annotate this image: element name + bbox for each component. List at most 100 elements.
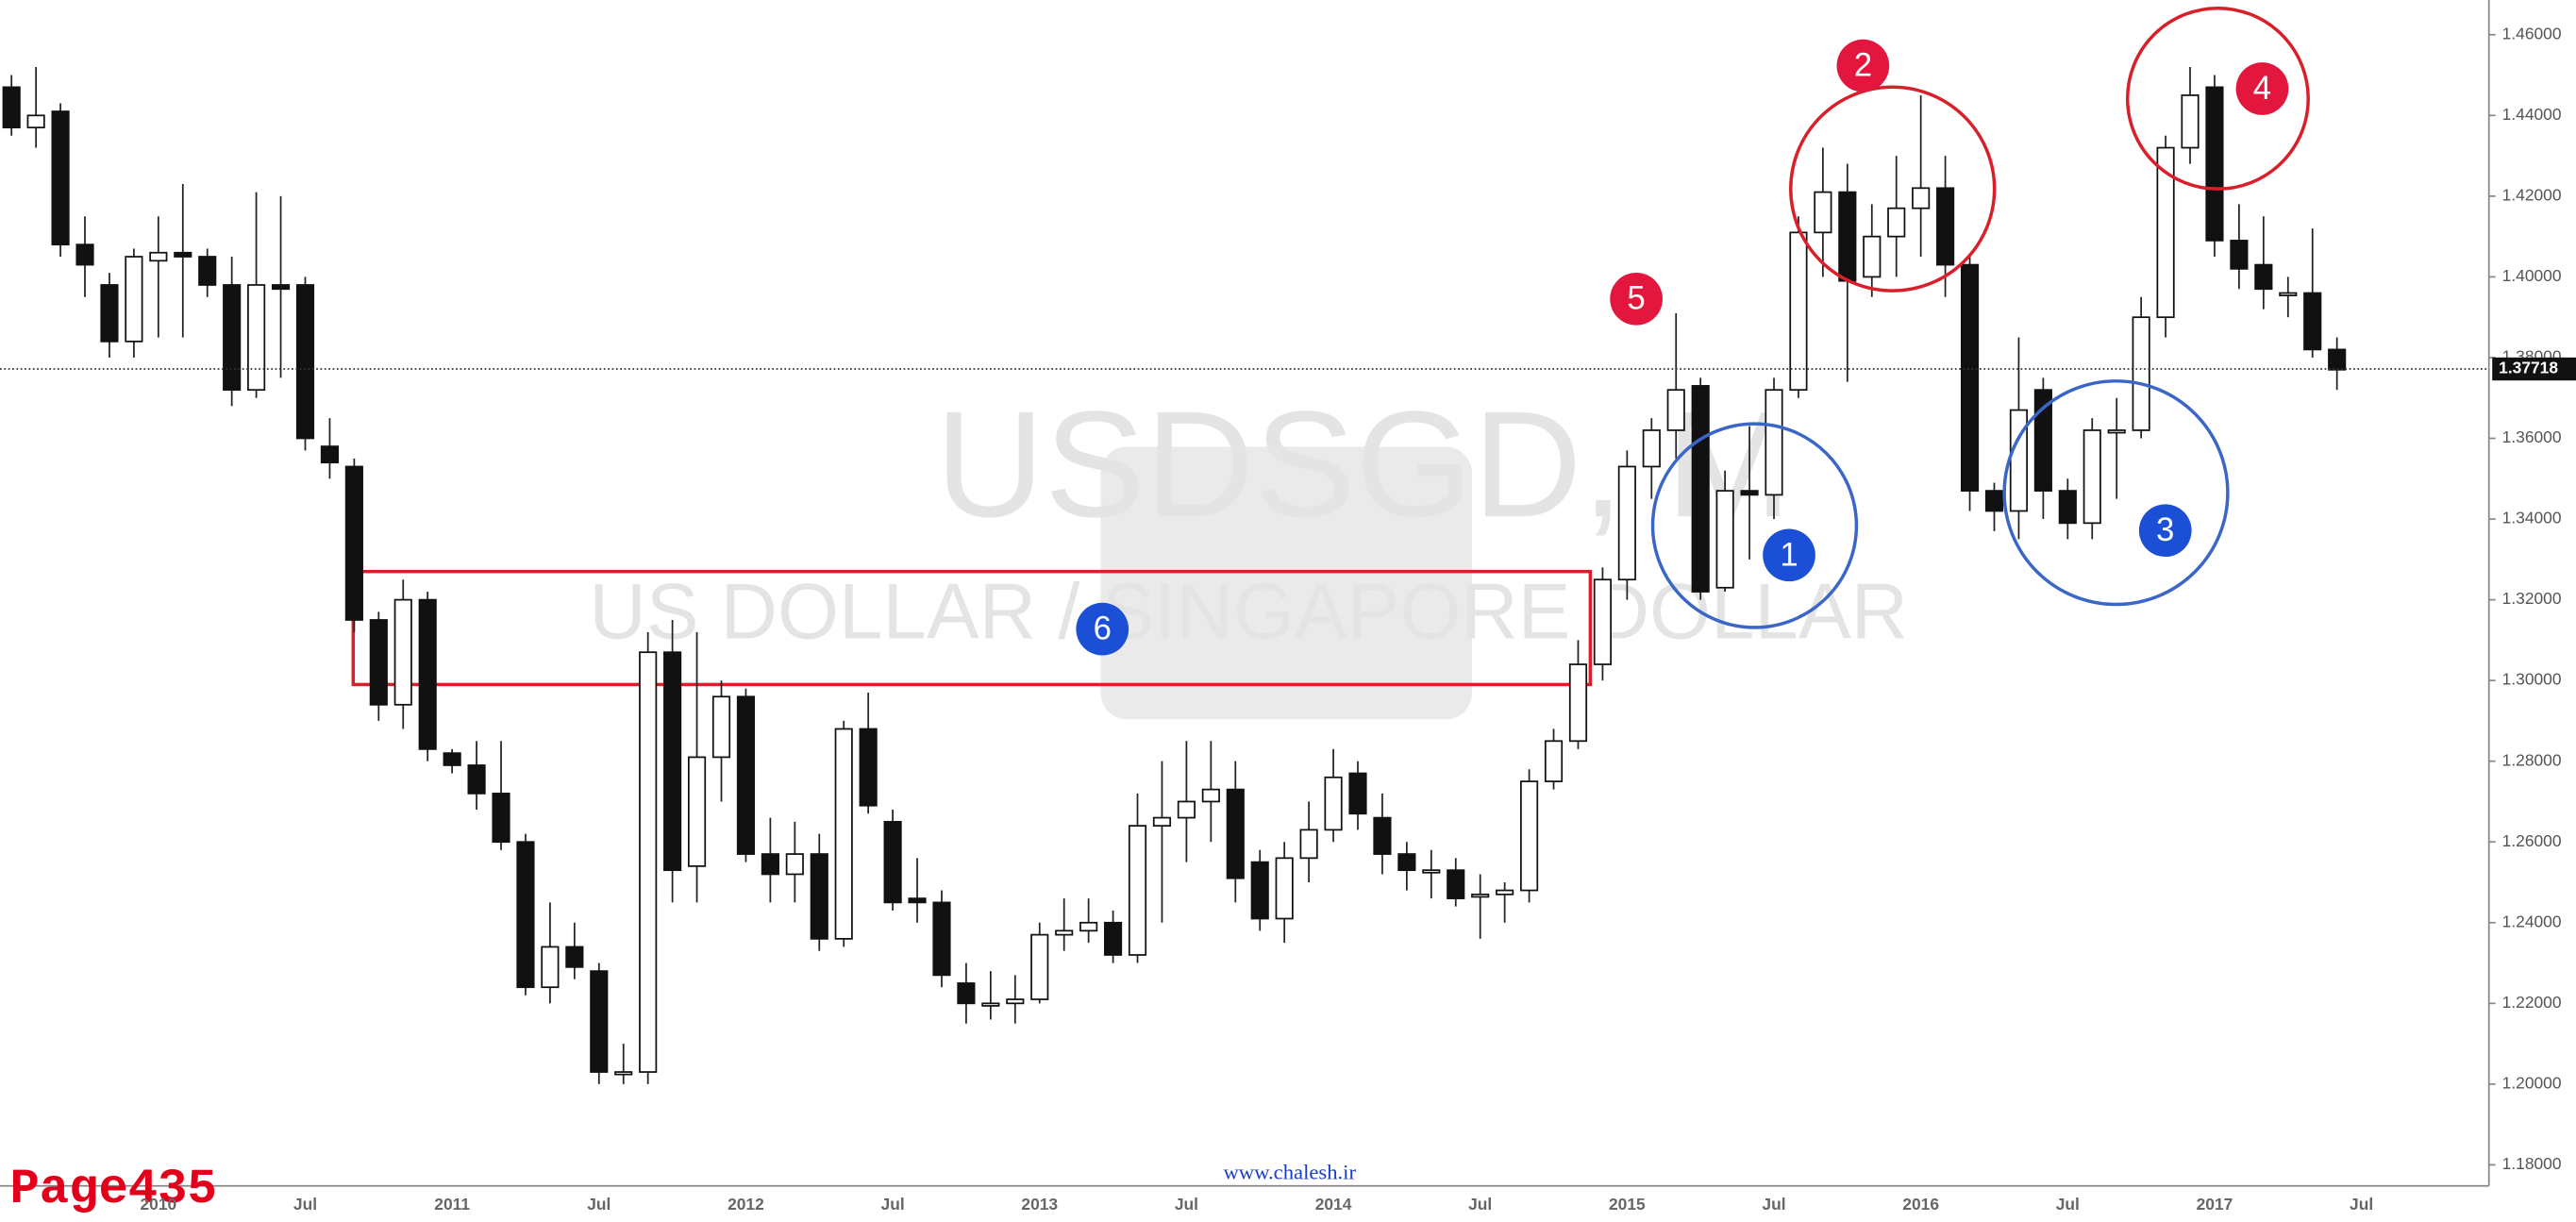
- candle-body: [149, 251, 168, 262]
- candle-body: [1666, 389, 1685, 431]
- x-tick-label: Jul: [1762, 1195, 1785, 1214]
- candle-body: [1863, 235, 1882, 278]
- y-tick-label: 1.34000: [2502, 509, 2562, 527]
- candle-body: [785, 853, 804, 876]
- candle-body: [1740, 490, 1759, 496]
- candle-body: [2279, 292, 2298, 297]
- candle-body: [1201, 788, 1220, 803]
- x-tick-label: 2017: [2197, 1195, 2233, 1214]
- candle-body: [393, 598, 412, 706]
- y-tick-label: 1.46000: [2502, 24, 2562, 42]
- candle-body: [834, 728, 853, 940]
- x-tick-label: Jul: [2056, 1195, 2080, 1214]
- candle-body: [75, 243, 94, 266]
- candle-body: [1226, 788, 1245, 879]
- watermark-title: USDSGD, M: [935, 379, 1792, 548]
- candle-body: [2254, 263, 2273, 291]
- annotation-marker: [2235, 62, 2289, 115]
- x-tick-label: 2014: [1315, 1195, 1352, 1214]
- x-tick-label: Jul: [2350, 1195, 2373, 1214]
- y-tick-label: 1.28000: [2502, 750, 2562, 769]
- annotation-ring: [2002, 379, 2230, 607]
- candle-body: [1447, 869, 1465, 899]
- candle-body: [1104, 921, 1123, 956]
- zone: [351, 569, 1593, 687]
- candle-body: [492, 793, 510, 844]
- candle-body: [1128, 825, 1147, 956]
- candle-body: [223, 284, 242, 392]
- last-price-box: [2492, 357, 2576, 381]
- candle-body: [1593, 578, 1612, 665]
- candle-body: [981, 1002, 1000, 1007]
- annotation-label: 4: [2253, 70, 2271, 107]
- candle-body: [1520, 780, 1539, 892]
- candle-body: [1912, 187, 1931, 209]
- y-tick-label: 1.42000: [2502, 185, 2562, 204]
- annotation-marker: [1836, 39, 1890, 92]
- x-tick-label: Jul: [1175, 1195, 1198, 1214]
- y-tick-label: 1.18000: [2502, 1154, 2562, 1173]
- candle-body: [100, 284, 119, 343]
- candle-body: [590, 970, 609, 1073]
- candle-body: [639, 651, 658, 1073]
- candle-body: [1544, 740, 1564, 782]
- annotation-marker: [2138, 504, 2192, 558]
- annotation-label: 5: [1627, 280, 1645, 317]
- candle-body: [2205, 86, 2224, 242]
- candle-body: [810, 853, 828, 940]
- watermark-subtitle: US DOLLAR / SINGAPORE DOLLAR: [589, 567, 1908, 656]
- candle-body: [1324, 776, 1343, 831]
- candle-body: [344, 465, 363, 621]
- candle-body: [2083, 429, 2101, 525]
- annotation-marker: [1763, 528, 1815, 582]
- candle-body: [369, 619, 388, 706]
- candle-body: [663, 651, 682, 872]
- candle-body: [2, 86, 21, 129]
- candle-body: [1789, 231, 1808, 392]
- y-tick-label: 1.26000: [2502, 831, 2562, 850]
- annotation-label: 1: [1780, 536, 1798, 573]
- candle-body: [1765, 389, 1783, 496]
- candle-body: [1814, 191, 1832, 234]
- y-tick-label: 1.44000: [2502, 105, 2562, 124]
- candle-body: [565, 946, 584, 968]
- candle-body: [295, 284, 315, 440]
- candle-body: [51, 110, 70, 246]
- candle-body: [418, 598, 437, 750]
- candle-body: [1496, 889, 1514, 896]
- candle-body: [1642, 429, 1661, 468]
- candle-body: [932, 901, 951, 977]
- candle-body: [26, 114, 45, 129]
- x-tick-label: 2016: [1902, 1195, 1939, 1214]
- candle-body: [1568, 663, 1588, 743]
- candle-body: [1079, 921, 1098, 932]
- annotation-marker: [1076, 602, 1129, 656]
- last-price-label: 1.37718: [2499, 359, 2558, 377]
- candle-body: [761, 853, 779, 876]
- candle-body: [174, 251, 192, 258]
- logo-box: [1100, 446, 1472, 720]
- candle-body: [2058, 490, 2077, 525]
- x-tick-label: Jul: [293, 1195, 317, 1214]
- candle-body: [711, 695, 731, 759]
- y-tick-label: 1.40000: [2502, 266, 2562, 285]
- candle-body: [1006, 998, 1025, 1005]
- candle-body: [516, 841, 535, 989]
- y-tick-label: 1.36000: [2502, 427, 2562, 446]
- candle-body: [736, 695, 756, 855]
- y-tick-label: 1.24000: [2502, 912, 2562, 930]
- candle-body: [957, 982, 976, 1005]
- candle-body: [1275, 857, 1294, 920]
- x-tick-label: 2010: [140, 1195, 176, 1214]
- watermark: USDSGD, M US DOLLAR / SINGAPORE DOLLAR: [589, 379, 1908, 720]
- page-label: Page435: [9, 1162, 216, 1217]
- candle-body: [1936, 187, 1955, 266]
- candle-body: [1617, 465, 1636, 581]
- annotation-ring: [1650, 422, 1859, 629]
- candle-body: [2009, 409, 2029, 512]
- candle-body: [1055, 929, 1074, 936]
- candle-body: [2033, 389, 2052, 492]
- annotation-label: 2: [1854, 47, 1872, 84]
